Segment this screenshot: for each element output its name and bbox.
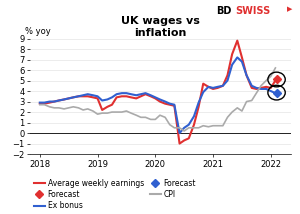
Legend: Average weekly earnings, Forecast, Ex bonus, Forecast, CPI: Average weekly earnings, Forecast, Ex bo…: [34, 179, 196, 210]
Text: % yoy: % yoy: [25, 27, 50, 36]
Title: UK wages vs
inflation: UK wages vs inflation: [121, 16, 200, 38]
Text: SWISS: SWISS: [236, 6, 271, 16]
Text: BD: BD: [216, 6, 231, 16]
Text: ▶: ▶: [286, 6, 292, 12]
